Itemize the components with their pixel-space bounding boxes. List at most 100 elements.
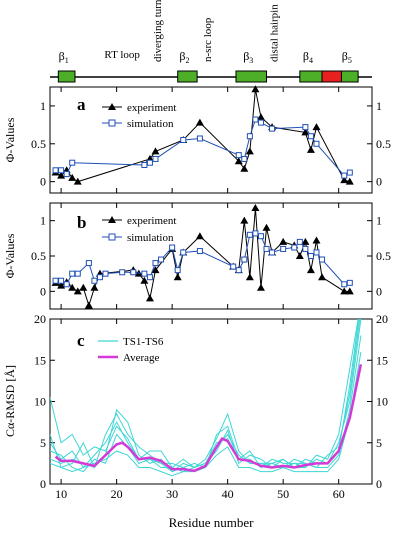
data-point-experiment [245,147,254,155]
data-point-simulation [52,277,59,284]
panel-c-series [50,319,363,477]
y-tick-label: 20 [34,312,46,326]
data-point-simulation [130,269,137,276]
y-tick-label: 0.5 [31,249,46,263]
y-tick-label: 0 [40,284,46,298]
series-line-ts [50,335,362,473]
x-tick-label: 10 [55,487,67,501]
data-point-experiment [68,173,77,181]
data-point-simulation [263,245,270,252]
data-point-experiment [251,85,260,93]
data-point-experiment [306,266,315,274]
data-point-experiment [73,177,82,185]
strand-labels: β1 β2 β3 β4 β5 [59,49,352,65]
data-point-simulation [230,263,237,270]
data-point-simulation [146,159,153,166]
series-line-experiment [55,89,350,183]
data-point-simulation [319,256,326,263]
y-tick-label-right: 15 [376,353,388,367]
data-point-simulation [235,152,242,159]
y-tick-label: 5 [40,436,46,450]
data-point-experiment [306,145,315,153]
data-point-simulation [169,244,176,251]
data-point-experiment [195,232,204,240]
legend-marker-simulation [108,119,116,127]
y-tick-label-right: 5 [376,436,382,450]
data-point-simulation [158,256,165,263]
data-point-experiment [240,216,249,224]
loop-label: distal hairpin [269,4,281,62]
strand-block [299,70,323,83]
panel-b: b Φ-Values 0 0 0.5 0.5 1 1 experiment simulat… [3,202,391,310]
y-tick-label-right: 20 [376,312,388,326]
secondary-structure-track: β1 β2 β3 β4 β5 RT loop diverging turn n-src lo… [50,0,372,83]
data-point-experiment [57,281,66,289]
data-point-experiment [340,287,349,295]
y-tick-label: 0.5 [31,137,46,151]
data-point-experiment [151,266,160,274]
panel-a-label: a [77,95,86,114]
data-point-simulation [141,161,148,168]
data-point-simulation [252,116,259,123]
strand-block [177,70,198,83]
data-point-simulation [313,140,320,147]
panel-a-frame [49,86,373,194]
data-point-simulation [196,135,203,142]
series-line-experiment [55,207,350,308]
data-point-simulation [252,230,259,237]
data-point-simulation [69,270,76,277]
strand-label: β4 [303,49,313,65]
data-point-simulation [180,249,187,256]
data-point-experiment [301,237,310,245]
data-point-simulation [346,169,353,176]
panel-a-legend: experiment simulation [102,102,176,130]
x-tick-label: 60 [333,487,345,501]
data-point-experiment [318,273,327,281]
data-point-simulation [91,277,98,284]
series-line-ts [50,319,362,473]
data-point-simulation [341,172,348,179]
loop-labels: RT loop diverging turn n-src loop distal ha… [104,0,280,62]
data-point-simulation [63,281,70,288]
data-point-simulation [58,167,65,174]
panel-b-legend: experiment simulation [102,215,176,244]
data-point-simulation [307,133,314,140]
x-tick-label: 20 [111,487,123,501]
data-point-experiment [145,294,154,302]
y-tick-label-right: 10 [376,395,388,409]
y-tick-label-right: 1 [376,99,382,113]
data-point-simulation [152,260,159,267]
strand-block [235,70,268,83]
legend-label-ts: TS1-TS6 [123,336,164,348]
data-point-simulation [141,270,148,277]
data-point-experiment [151,147,160,155]
data-point-experiment [256,283,265,291]
data-point-simulation [313,249,320,256]
y-tick-label: 10 [34,395,46,409]
data-point-experiment [262,223,271,231]
data-point-experiment [279,237,288,245]
data-point-simulation [291,244,298,251]
data-point-simulation [174,267,181,274]
panel-b-ylabel: Φ-Values [3,233,17,278]
panel-b-ticks: 0 0 0.5 0.5 1 1 [31,203,391,309]
strand-label: β1 [59,49,69,65]
x-tick-label: 30 [166,487,178,501]
legend-label-simulation: simulation [127,118,174,130]
data-point-simulation [69,159,76,166]
data-point-experiment [295,252,304,259]
data-point-simulation [346,279,353,286]
y-tick-label: 15 [34,353,46,367]
y-tick-label: 1 [40,214,46,228]
strand-label: β3 [243,49,253,65]
data-point-experiment [345,287,354,295]
data-point-simulation [85,260,92,267]
legend-label-average: Average [123,352,160,364]
loop-label: n-src loop [202,17,214,62]
panel-c-xlabel: Residue number [169,515,255,530]
y-tick-label-right: 1 [376,214,382,228]
data-point-simulation [302,124,309,131]
panel-c: c Cα-RMSD [Å] 10 20 30 40 50 60 0 0 5 5 10 10 15 15 20… [3,312,388,530]
data-point-experiment [79,283,88,291]
